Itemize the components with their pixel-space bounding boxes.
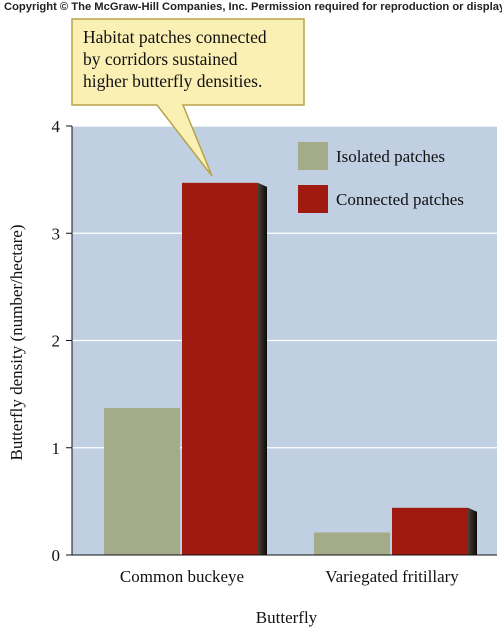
y-tick-label: 3	[52, 224, 61, 243]
y-tick-label: 2	[52, 332, 61, 351]
x-axis-label: Butterfly	[256, 608, 318, 627]
bar-side	[468, 507, 477, 555]
bar	[182, 182, 258, 555]
callout-text-line: by corridors sustained	[83, 49, 238, 69]
bars	[104, 182, 477, 555]
bar-side	[258, 182, 267, 555]
x-tick-label: Variegated fritillary	[325, 567, 459, 586]
y-tick-label: 4	[52, 117, 61, 136]
y-tick-label: 1	[52, 439, 61, 458]
y-tick-label: 0	[52, 546, 61, 565]
bar	[314, 532, 390, 555]
legend: Isolated patches Connected patches	[298, 142, 464, 213]
y-axis-label: Butterfly density (number/hectare)	[7, 224, 26, 460]
legend-swatch	[298, 185, 328, 213]
callout-text-line: higher butterfly densities.	[83, 71, 262, 91]
bar	[104, 408, 180, 555]
copyright-notice: Copyright © The McGraw-Hill Companies, I…	[4, 1, 502, 13]
callout-text-line: Habitat patches connected	[83, 27, 267, 47]
axes: 0 1 2 3 4 Common buckeye Variegated fritillary	[52, 117, 497, 586]
legend-label: Connected patches	[336, 190, 464, 209]
legend-swatch	[298, 142, 328, 170]
bar	[392, 507, 468, 555]
callout-box	[71, 18, 305, 177]
x-tick-label: Common buckeye	[120, 567, 244, 586]
legend-label: Isolated patches	[336, 147, 445, 166]
